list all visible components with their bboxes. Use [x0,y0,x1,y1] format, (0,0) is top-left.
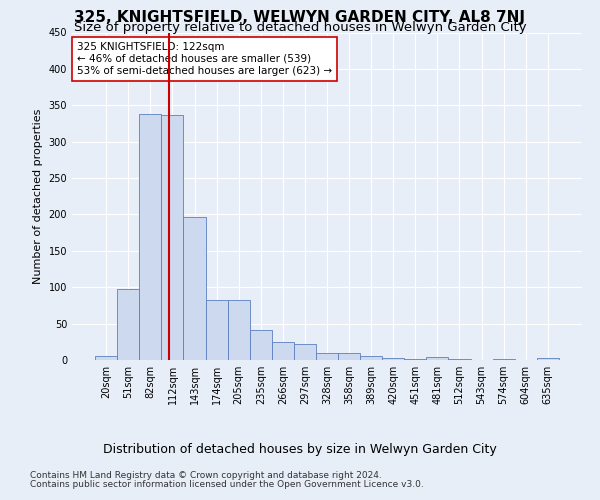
Bar [382,358,404,360]
Text: Contains public sector information licensed under the Open Government Licence v3: Contains public sector information licen… [30,480,424,489]
Bar [272,342,294,360]
Bar [184,216,206,360]
Bar [427,357,448,360]
Bar [294,344,316,360]
Bar [250,330,272,360]
Text: Size of property relative to detached houses in Welwyn Garden City: Size of property relative to detached ho… [74,22,526,35]
Bar [95,356,117,360]
Bar [338,354,360,360]
Bar [360,356,382,360]
Y-axis label: Number of detached properties: Number of detached properties [33,108,43,284]
Text: Distribution of detached houses by size in Welwyn Garden City: Distribution of detached houses by size … [103,442,497,456]
Bar [117,290,139,360]
Bar [206,300,227,360]
Text: 325, KNIGHTSFIELD, WELWYN GARDEN CITY, AL8 7NJ: 325, KNIGHTSFIELD, WELWYN GARDEN CITY, A… [74,10,526,25]
Bar [227,300,250,360]
Bar [316,352,338,360]
Text: 325 KNIGHTSFIELD: 122sqm
← 46% of detached houses are smaller (539)
53% of semi-: 325 KNIGHTSFIELD: 122sqm ← 46% of detach… [77,42,332,76]
Bar [161,116,184,360]
Text: Contains HM Land Registry data © Crown copyright and database right 2024.: Contains HM Land Registry data © Crown c… [30,471,382,480]
Bar [537,358,559,360]
Bar [139,114,161,360]
